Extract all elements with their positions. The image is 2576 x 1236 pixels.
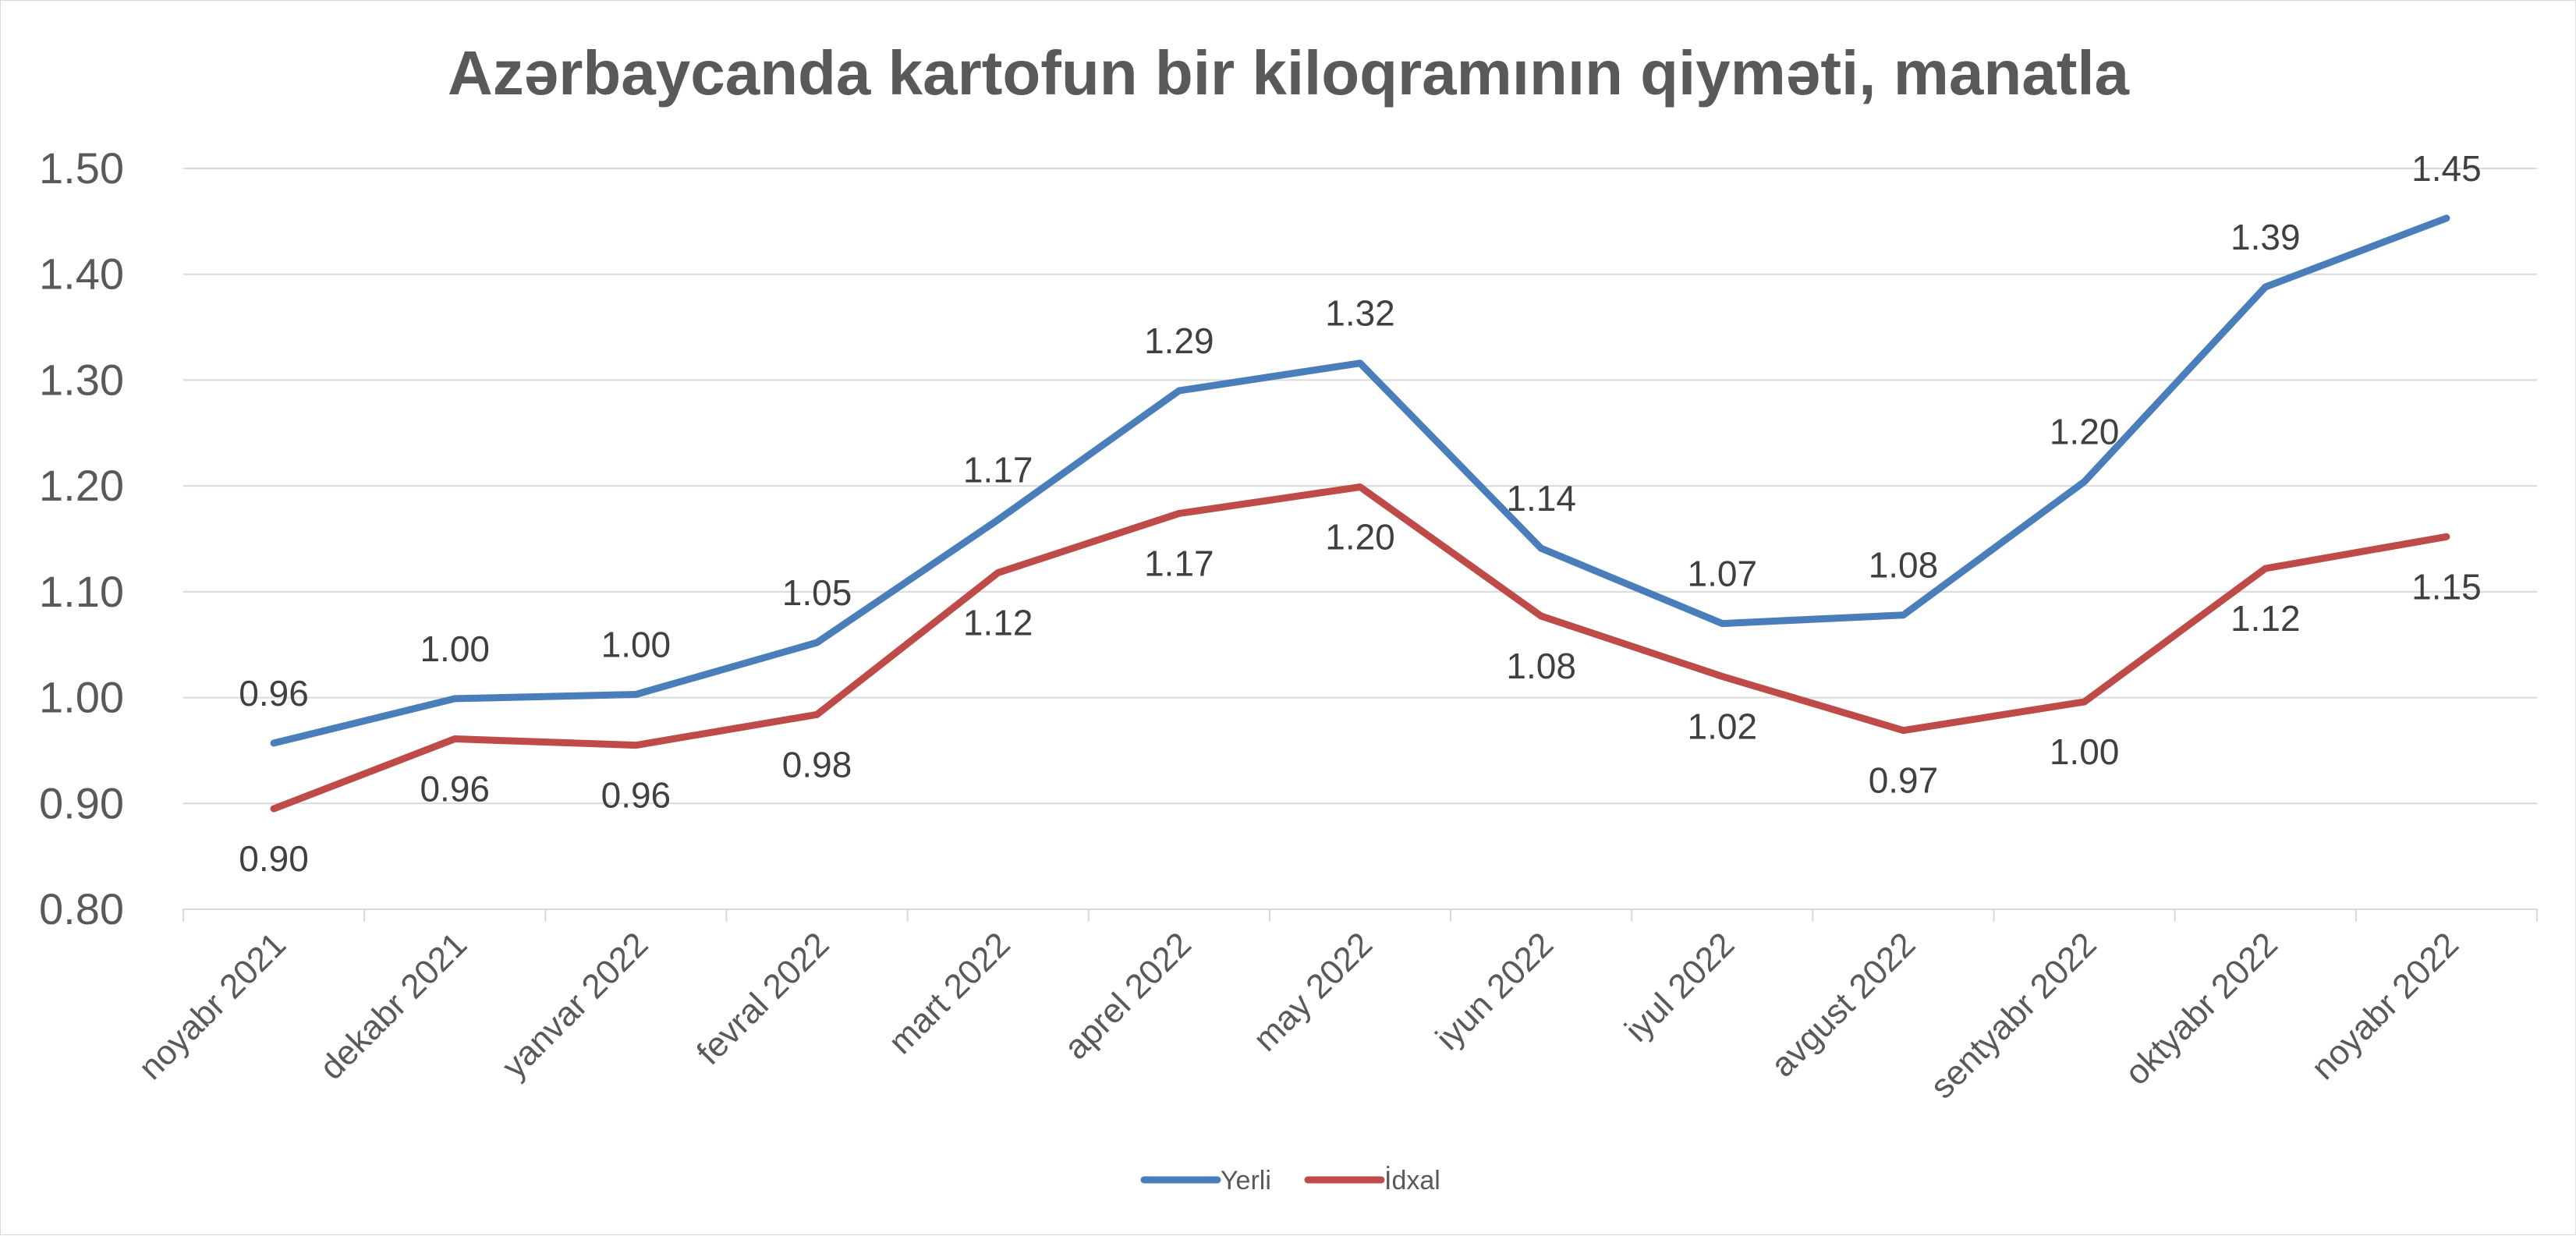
x-tick-label: sentyabr 2022 [1923, 925, 2104, 1106]
data-label: 0.90 [239, 838, 309, 879]
y-tick-label: 0.80 [39, 884, 124, 933]
data-point [1720, 621, 1725, 626]
x-tick-label: aprel 2022 [1057, 925, 1199, 1067]
data-point [1358, 484, 1362, 490]
data-label: 1.07 [1688, 554, 1758, 594]
data-label: 1.08 [1506, 646, 1576, 686]
data-label: 1.32 [1325, 293, 1395, 334]
y-axis-ticks: 1.50 1.40 1.30 1.20 1.10 1.00 0.90 0.80 [39, 143, 124, 933]
x-tick-label: iyul 2022 [1618, 925, 1742, 1049]
data-label: 1.39 [2231, 217, 2301, 257]
data-point [1176, 388, 1182, 393]
data-point [1176, 511, 1182, 516]
data-point [2262, 285, 2268, 289]
chart-title: Azərbaycanda kartofun bir kiloqramının q… [448, 38, 2130, 108]
data-label: 0.98 [782, 744, 852, 784]
data-label: 1.17 [963, 450, 1033, 491]
y-tick-label: 1.30 [39, 355, 124, 404]
x-tick-label: mart 2022 [881, 925, 1018, 1061]
x-tick-label: avgust 2022 [1763, 925, 1922, 1084]
x-tick-label: noyabr 2022 [2304, 925, 2466, 1087]
data-label: 1.00 [420, 629, 490, 669]
data-label: 1.29 [1144, 321, 1214, 361]
data-label: 1.00 [2050, 731, 2120, 772]
data-point [2082, 479, 2087, 484]
legend-label: İdxal [1384, 1166, 1440, 1195]
x-tick-label: yanvar 2022 [495, 925, 656, 1085]
y-tick-label: 1.00 [39, 673, 124, 722]
series-lines [270, 214, 2450, 813]
data-label: 1.05 [782, 572, 852, 613]
data-point [1901, 728, 1906, 733]
data-label: 1.00 [601, 625, 671, 665]
data-point [1539, 546, 1544, 551]
data-point [271, 740, 277, 745]
data-point [995, 570, 1001, 576]
x-tick-label: dekabr 2021 [313, 925, 475, 1087]
data-label: 0.96 [420, 769, 490, 809]
data-point [2443, 534, 2449, 540]
data-point [1358, 360, 1362, 366]
data-point [2262, 566, 2268, 571]
data-label: 1.20 [1325, 517, 1395, 558]
data-label: 1.08 [1869, 545, 1939, 586]
data-point [814, 712, 820, 717]
data-label: 1.12 [963, 602, 1033, 643]
y-tick-label: 1.10 [39, 567, 124, 616]
data-label: 1.45 [2411, 148, 2482, 189]
data-label: 1.02 [1688, 706, 1758, 746]
x-tick-label: iyun 2022 [1429, 925, 1561, 1057]
data-point [2443, 215, 2449, 221]
x-tick-label: fevral 2022 [689, 925, 837, 1072]
y-tick-label: 1.20 [39, 461, 124, 510]
data-point [452, 736, 458, 742]
data-point [995, 517, 1001, 522]
data-point [814, 640, 820, 645]
data-labels: 0.96 1.00 1.00 1.05 1.17 1.29 1.32 1.14 1.07 1.08… [239, 148, 2481, 879]
x-axis [182, 908, 2538, 922]
data-point [633, 742, 639, 748]
data-label: 1.20 [2050, 412, 2120, 452]
legend: Yerli İdxal [1140, 1166, 1440, 1195]
y-tick-label: 1.50 [39, 143, 124, 193]
data-label: 0.96 [239, 673, 309, 714]
x-tick-label: may 2022 [1246, 925, 1380, 1058]
data-label: 0.96 [601, 775, 671, 816]
y-tick-label: 1.40 [39, 250, 124, 299]
data-point [633, 692, 639, 697]
legend-label: Yerli [1221, 1166, 1271, 1195]
x-tick-label: oktyabr 2022 [2117, 925, 2285, 1093]
data-point [271, 806, 277, 812]
x-tick-label: noyabr 2021 [132, 925, 294, 1087]
data-point [1901, 612, 1906, 618]
x-axis-ticks: noyabr 2021 dekabr 2021 yanvar 2022 fevral … [132, 925, 2466, 1106]
data-label: 1.12 [2231, 598, 2301, 639]
y-tick-label: 0.90 [39, 778, 124, 827]
data-label: 1.17 [1144, 543, 1214, 583]
data-point [2082, 699, 2087, 704]
data-point [452, 696, 458, 701]
data-label: 0.97 [1869, 760, 1939, 801]
data-label: 1.15 [2411, 566, 2482, 607]
data-label: 1.14 [1506, 478, 1576, 519]
data-point [1539, 614, 1544, 619]
data-point [1720, 674, 1725, 679]
